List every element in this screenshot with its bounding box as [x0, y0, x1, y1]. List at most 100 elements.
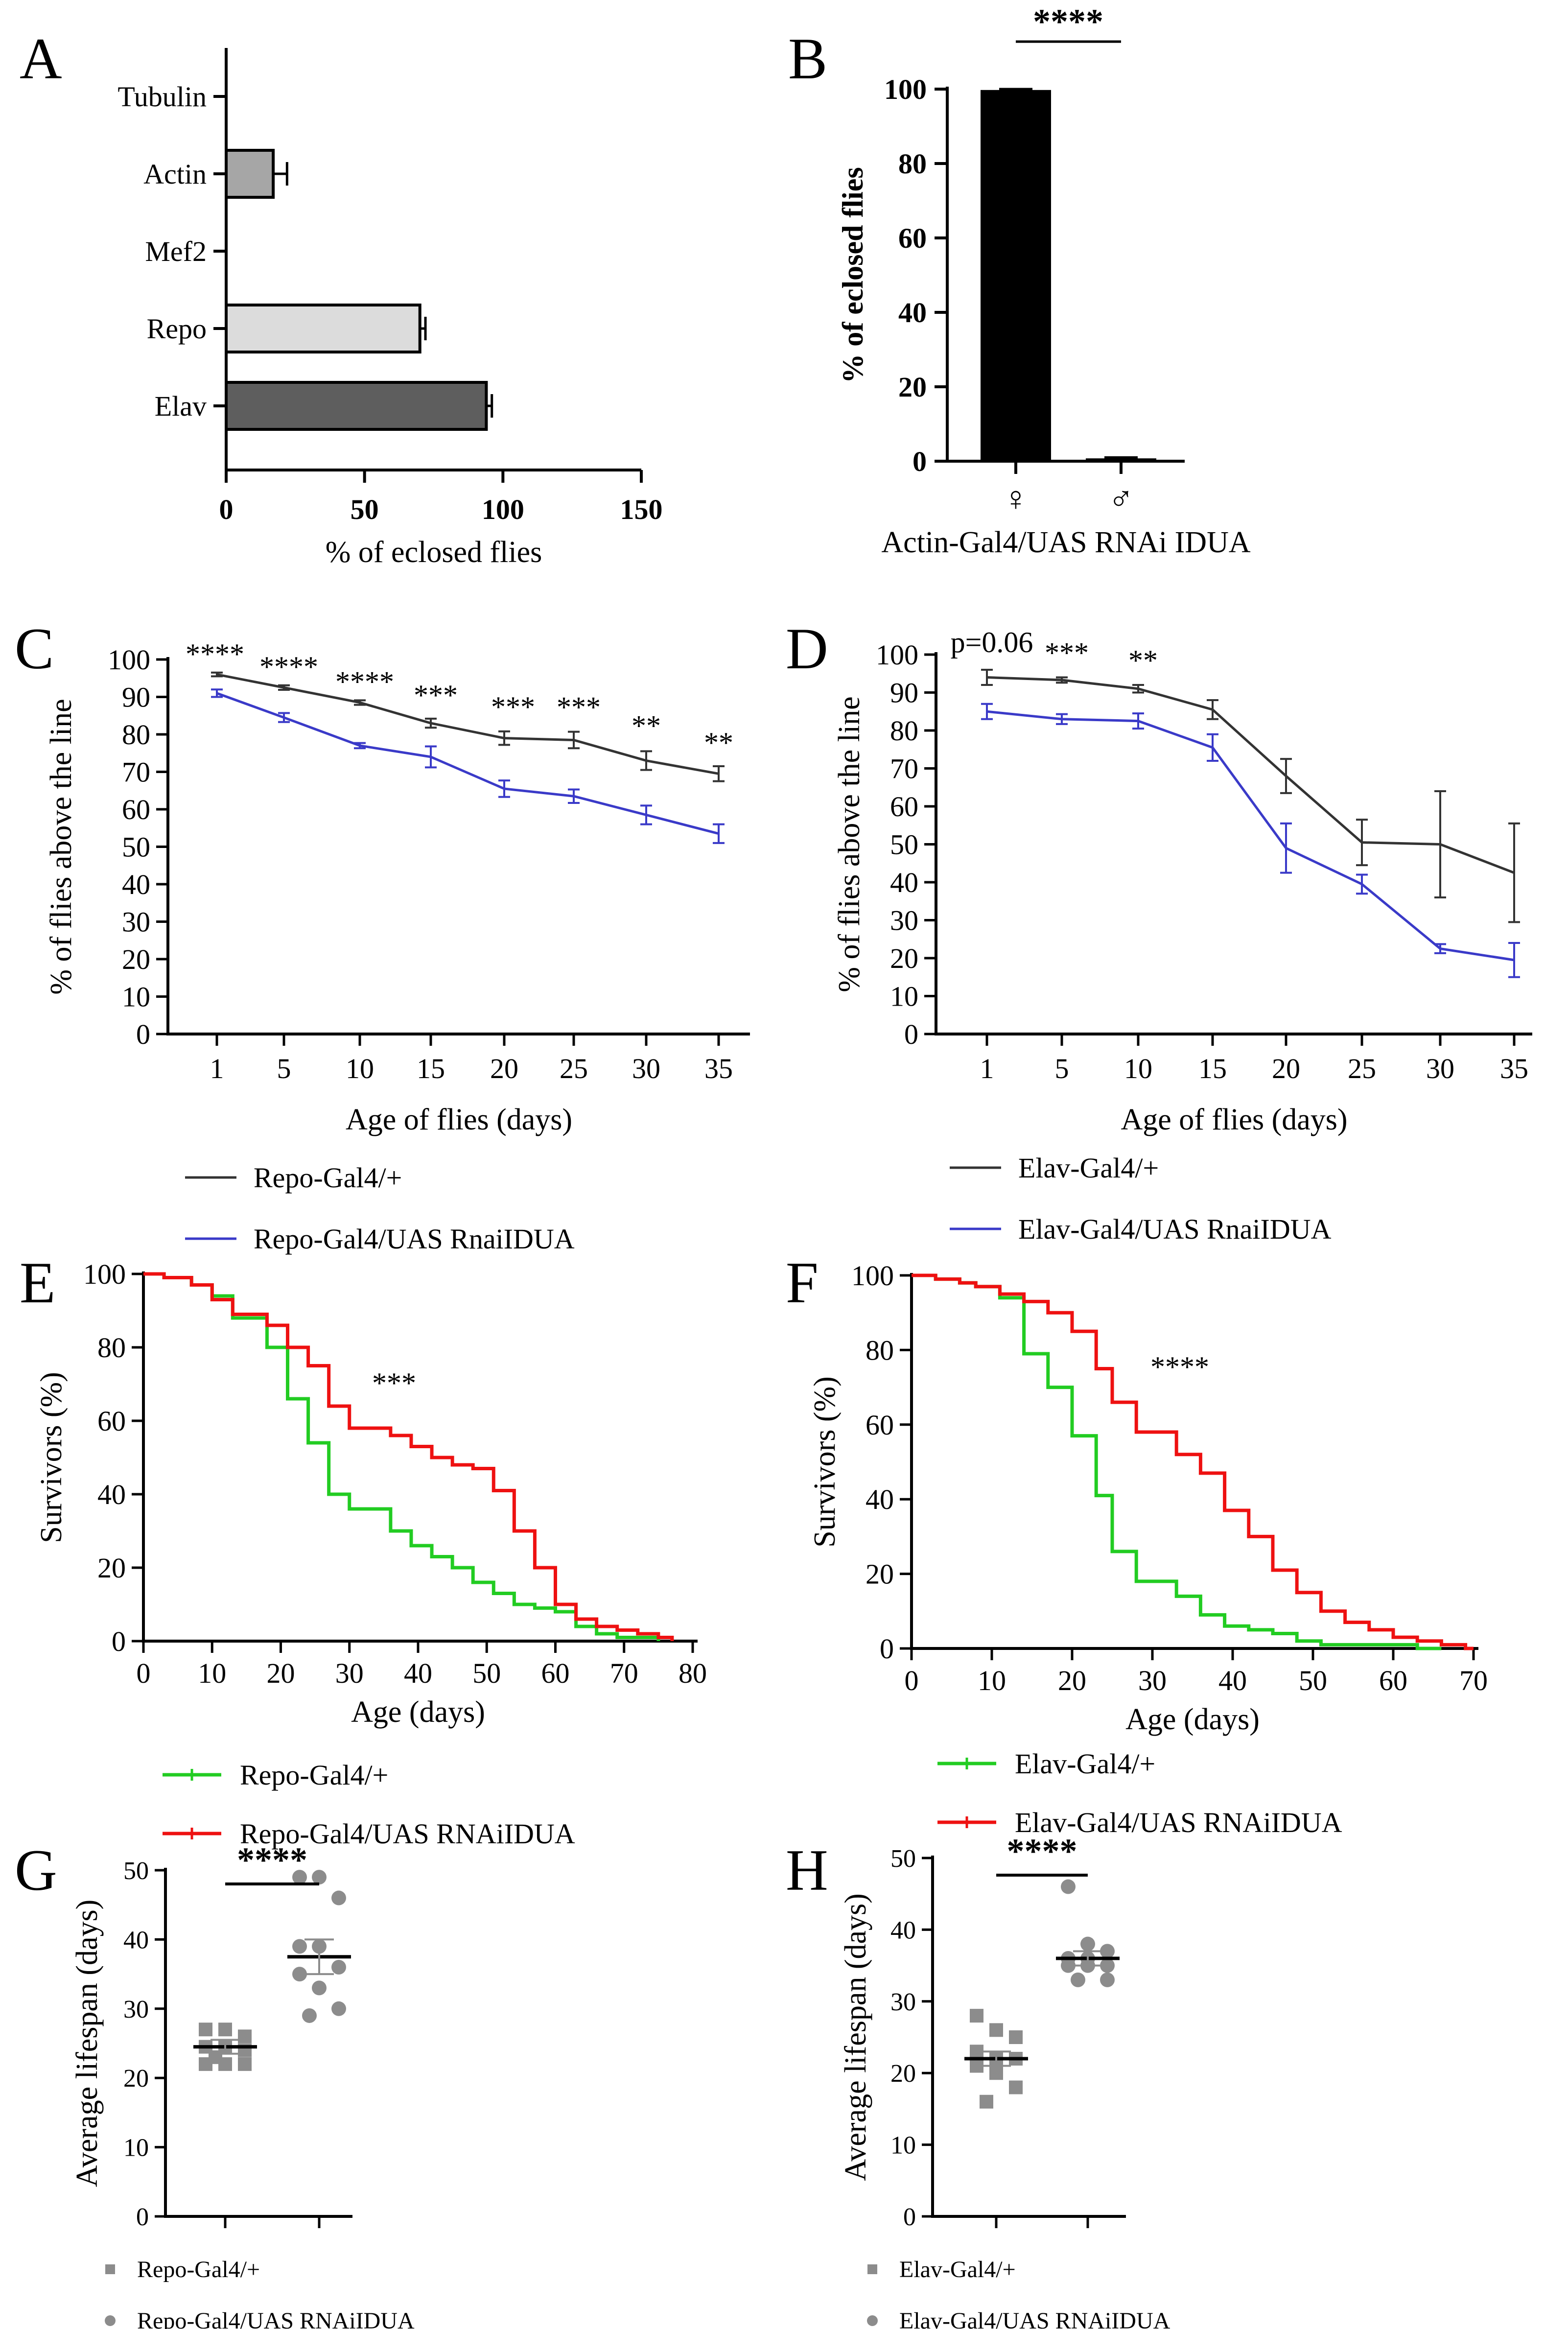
data-point [292, 1939, 307, 1954]
panel-c-label: C [15, 616, 54, 681]
y-tick-label: 40 [122, 869, 150, 900]
y-tick-label: 80 [890, 715, 918, 747]
series-line [216, 673, 719, 775]
x-tick-label: 25 [1348, 1053, 1376, 1084]
category-label: Tubulin [117, 81, 207, 113]
x-tick-label: 1 [210, 1053, 224, 1084]
data-point [1100, 1972, 1115, 1987]
panel-letter: F [786, 1250, 819, 1315]
x-axis-title: Age of flies (days) [346, 1103, 572, 1136]
legend-label: Elav-Gal4/+ [1015, 1748, 1155, 1780]
survival-curve [912, 1273, 1442, 1650]
data-point [238, 2057, 252, 2071]
legend-label: Repo-Gal4/UAS RNAiIDUA [137, 2308, 415, 2329]
panel-f-label: F [786, 1250, 819, 1315]
significance-label: *** [491, 691, 535, 723]
panel-e-legend: Repo-Gal4/+ Repo-Gal4/UAS RNAiIDUA [163, 1759, 575, 1850]
significance-label: *** [1045, 637, 1089, 669]
data-point [331, 1959, 346, 1975]
y-tick-label: 50 [890, 829, 918, 861]
axis-line [935, 652, 1532, 1035]
data-point [1100, 1944, 1115, 1959]
y-tick-label: 40 [890, 867, 918, 898]
survival-curve [912, 1273, 1474, 1650]
legend-label: Repo-Gal4/+ [240, 1759, 388, 1791]
x-tick-label: 15 [417, 1053, 445, 1084]
legend-marker [867, 2315, 878, 2326]
y-tick-label: 50 [890, 1845, 916, 1873]
x-axis-title: Actin-Gal4/UAS RNAi IDUA [881, 526, 1250, 559]
panel-letter: C [15, 616, 54, 681]
data-point [1071, 1972, 1085, 1987]
category-label: Elav [155, 390, 207, 422]
data-point [1009, 2030, 1023, 2044]
panel-letter: H [786, 1837, 828, 1903]
axis-line [931, 1856, 1126, 2218]
panel-f-legend: Elav-Gal4/+ Elav-Gal4/UAS RNAiIDUA [937, 1748, 1342, 1838]
y-axis-title: Average lifespan (days) [839, 1893, 872, 2181]
y-tick-label: 60 [890, 791, 918, 823]
panel-d-label: D [786, 616, 828, 681]
legend-label: Elav-Gal4/UAS RnaiIDUA [1018, 1213, 1332, 1245]
x-tick-label: 10 [198, 1657, 226, 1689]
legend-label: Repo-Gal4/UAS RnaiIDUA [254, 1223, 575, 1255]
x-tick-label: 10 [346, 1053, 374, 1084]
y-tick-label: 10 [890, 2132, 916, 2160]
panel-g-chart: 0 10 20 30 40 50 Average lifespan (days) **** [70, 1840, 352, 2231]
y-tick-label: 40 [97, 1479, 126, 1510]
panel-b-chart: 0 20 40 60 80 100 % of eclosed flies ♀ ♂ Actin-Ga… [837, 2, 1251, 559]
x-tick-label: 60 [1379, 1665, 1407, 1696]
x-tick-label: 10 [978, 1665, 1006, 1696]
y-tick-label: 0 [136, 1018, 150, 1050]
y-tick-label: 20 [890, 942, 918, 974]
y-tick-label: 60 [866, 1409, 894, 1441]
data-point [1100, 1958, 1115, 1973]
panel-g-label: G [15, 1837, 57, 1903]
legend-label: Elav-Gal4/+ [899, 2257, 1016, 2282]
y-tick-label: 50 [123, 1857, 149, 1885]
x-axis-title: Age (days) [351, 1695, 485, 1729]
series-line [986, 676, 1515, 874]
x-tick-label: 5 [277, 1053, 291, 1084]
y-tick-label: 30 [890, 1988, 916, 2016]
data-point [209, 2050, 222, 2064]
significance-label: **** [335, 665, 394, 698]
y-tick-label: 0 [913, 446, 927, 477]
axis-line [164, 1868, 352, 2218]
significance-label: ** [704, 727, 733, 759]
y-tick-label: 40 [866, 1483, 894, 1515]
y-tick-label: 100 [851, 1260, 894, 1292]
x-tick-label: 50 [1299, 1665, 1327, 1696]
y-tick-label: 60 [898, 222, 927, 254]
x-tick-label: 50 [351, 494, 379, 525]
axis-line [142, 1271, 698, 1643]
data-point [989, 2023, 1003, 2037]
y-tick-label: 20 [898, 371, 927, 403]
bar [225, 381, 488, 431]
panel-a-chart: Tubulin Actin Mef2 Repo Elav 0 50 100 150 % of ec… [117, 48, 663, 569]
y-tick-label: 20 [122, 943, 150, 975]
data-point [302, 2008, 317, 2023]
x-tick-label: 80 [679, 1657, 707, 1689]
legend-label: Elav-Gal4/UAS RNAiIDUA [1015, 1807, 1342, 1838]
data-point [970, 2059, 983, 2073]
y-tick-label: 100 [83, 1258, 126, 1290]
x-tick-label: 20 [267, 1657, 295, 1689]
panel-f-chart: 0 20 40 60 80 100 0 10 20 30 40 50 60 70 Survivors (%)… [808, 1260, 1488, 1736]
panel-h-legend: Elav-Gal4/+ Elav-Gal4/UAS RNAiIDUA [867, 2257, 1170, 2329]
x-tick-label: 1 [980, 1053, 994, 1084]
panel-letter: D [786, 616, 828, 681]
y-tick-label: 80 [898, 148, 927, 180]
x-tick-label: 35 [704, 1053, 733, 1084]
data-point [218, 2023, 232, 2037]
y-axis-title: Survivors (%) [35, 1372, 68, 1543]
data-point [1061, 1879, 1076, 1894]
significance-label: ** [632, 709, 661, 742]
data-point [1009, 2080, 1023, 2094]
data-point [292, 1870, 307, 1885]
data-point [312, 1980, 327, 1996]
data-point [199, 2023, 212, 2037]
y-tick-label: 60 [97, 1405, 126, 1437]
